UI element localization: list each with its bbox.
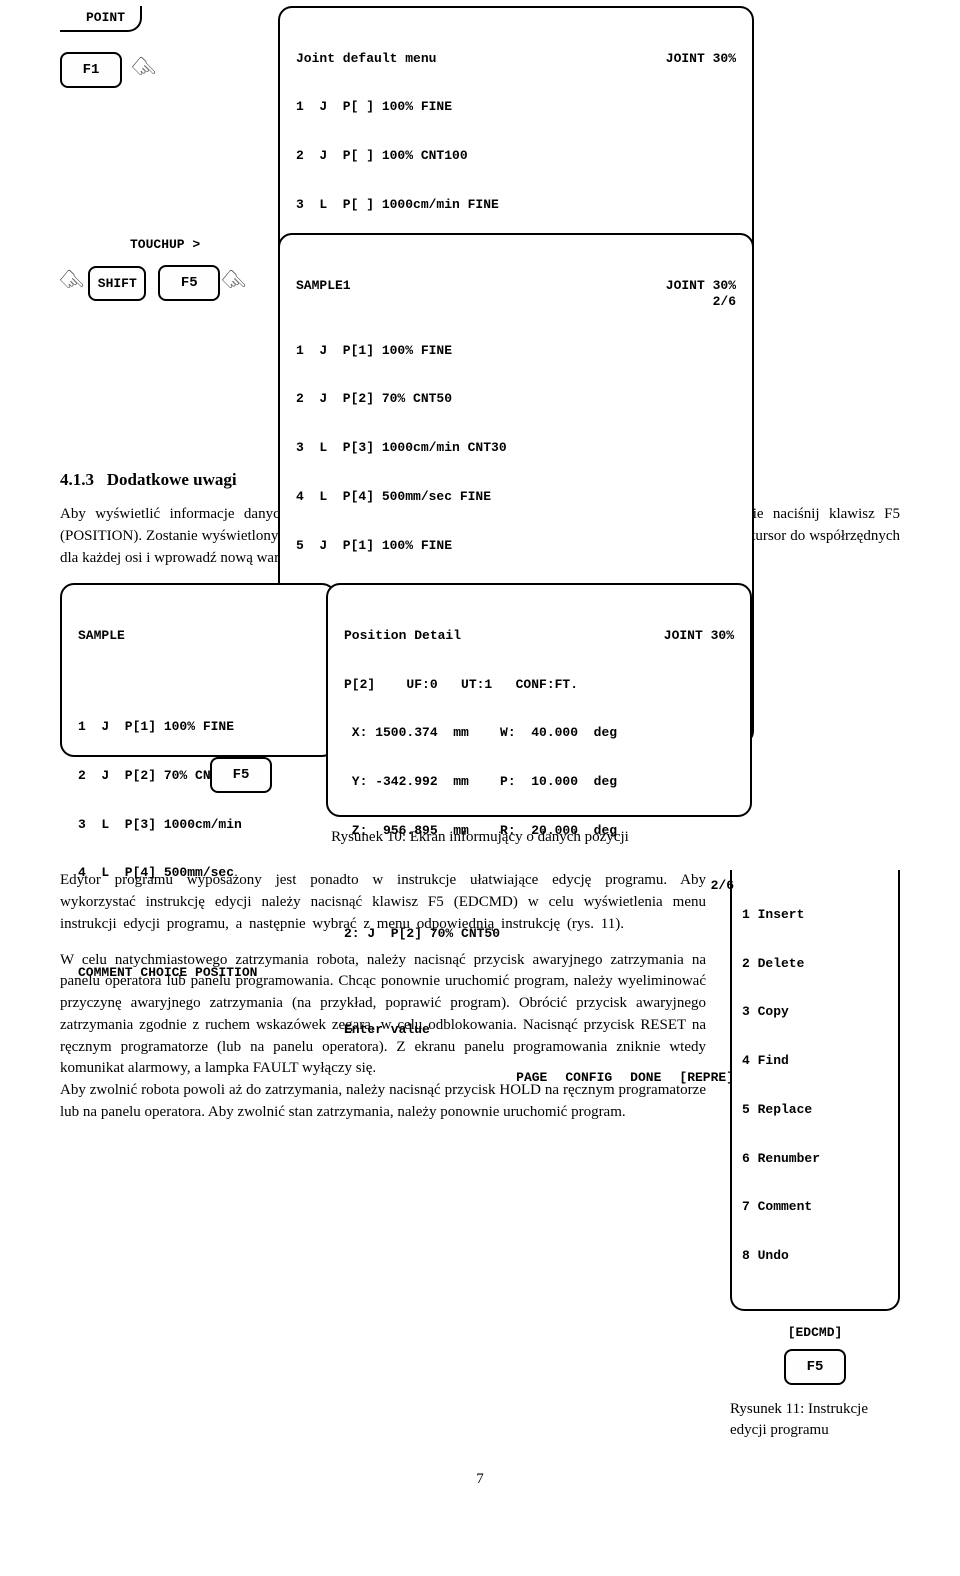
screen-line: 2: J P[2] 70% CNT50 <box>344 926 734 942</box>
screen-line: 1 J P[ ] 100% FINE <box>296 99 736 115</box>
enter-value: Enter value <box>344 1022 734 1038</box>
menu-item: 8 Undo <box>742 1248 888 1264</box>
page-number: 7 <box>60 1471 900 1488</box>
screen-line: 2 J P[2] 70% CNT50 <box>296 391 736 407</box>
fig10-right-screen: Position Detail JOINT 30% P[2] UF:0 UT:1… <box>326 583 752 817</box>
screen-title: SAMPLE <box>78 628 318 644</box>
menu-item: 2 Delete <box>742 956 888 972</box>
screen-page: 2/6 <box>344 878 734 894</box>
section-title: Dodatkowe uwagi <box>107 470 237 489</box>
screen-line: 3 L P[3] 1000cm/min <box>78 817 318 833</box>
coord-line: Y: -342.992 mm P: 10.000 deg <box>344 774 734 790</box>
screen-line: 5 J P[1] 100% FINE <box>296 538 736 554</box>
sidebar-figure-11: 1 Insert 2 Delete 3 Copy 4 Find 5 Replac… <box>730 870 900 1441</box>
screen-title: SAMPLE1 <box>296 278 351 311</box>
f5-key: F5 <box>210 757 272 793</box>
coord-line: Z: 956.895 mm R: 20.000 deg <box>344 823 734 839</box>
section-num: 4.1.3 <box>60 470 94 489</box>
screen-line: 2 J P[ ] 100% CNT100 <box>296 148 736 164</box>
touchup-label: TOUCHUP > <box>130 237 200 253</box>
menu-item: 4 Find <box>742 1053 888 1069</box>
screen-line: 4 L P[4] 500mm/sec <box>78 865 318 881</box>
hand-icon: ☟ <box>129 54 160 85</box>
figure-9: TOUCHUP > ☟ SHIFT F5 ☟ SAMPLE1 JOINT 30%… <box>60 233 900 413</box>
menu-item: 3 Copy <box>742 1004 888 1020</box>
screen-line: 3 L P[3] 1000cm/min CNT30 <box>296 440 736 456</box>
menu-item: DONE <box>630 1070 661 1086</box>
f5-key: F5 <box>158 265 220 301</box>
f1-key-group: F1 ☟ <box>60 52 158 88</box>
hand-icon: ☟ <box>220 267 251 298</box>
f1-key: F1 <box>60 52 122 88</box>
fig11-caption: Rysunek 11: Instrukcje edycji programu <box>730 1399 900 1441</box>
shift-key: SHIFT <box>88 266 146 301</box>
menu-item: 6 Renumber <box>742 1151 888 1167</box>
f5-key: F5 <box>784 1349 846 1385</box>
screen-line: 1 J P[1] 100% FINE <box>296 343 736 359</box>
point-label: POINT <box>86 10 125 26</box>
menu-item: CONFIG <box>565 1070 612 1086</box>
screen-mode: JOINT 30% <box>664 628 734 644</box>
fig10-left-screen: SAMPLE 1 J P[1] 100% FINE 2 J P[2] 70% C… <box>60 583 336 757</box>
menu-item: 7 Comment <box>742 1199 888 1215</box>
menu-item: 5 Replace <box>742 1102 888 1118</box>
screen-title: Position Detail <box>344 628 461 644</box>
screen-title: Joint default menu <box>296 51 436 67</box>
edcmd-label: [EDCMD] <box>730 1325 900 1341</box>
screen-line: 1 J P[1] 100% FINE <box>78 719 318 735</box>
coord-line: X: 1500.374 mm W: 40.000 deg <box>344 725 734 741</box>
edcmd-menu-box: 1 Insert 2 Delete 3 Copy 4 Find 5 Replac… <box>730 870 900 1311</box>
hand-icon: ☟ <box>57 267 88 298</box>
screen-mode: JOINT 30% <box>666 51 736 67</box>
screen-mode: JOINT 30% 2/6 <box>666 278 736 311</box>
figure-10: SAMPLE 1 J P[1] 100% FINE 2 J P[2] 70% C… <box>60 583 900 813</box>
screen-line: 3 L P[ ] 1000cm/min FINE <box>296 197 736 213</box>
screen-footer: COMMENT CHOICE POSITION <box>78 965 318 981</box>
menu-item: 1 Insert <box>742 907 888 923</box>
menu-item: PAGE <box>516 1070 547 1086</box>
screen-header: P[2] UF:0 UT:1 CONF:FT. <box>344 677 734 693</box>
screen-line: 2 J P[2] 70% CNT50 <box>78 768 318 784</box>
menu-item: [REPRE] <box>679 1070 734 1086</box>
screen-line: 4 L P[4] 500mm/sec FINE <box>296 489 736 505</box>
figure-8: POINT F1 ☟ Joint default menu JOINT 30% … <box>60 6 900 176</box>
